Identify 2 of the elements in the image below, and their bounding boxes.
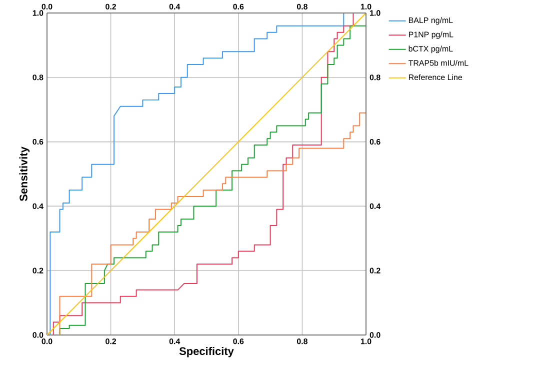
x-axis-title: Specificity (179, 347, 234, 358)
y-axis-title: Sensitivity (19, 146, 30, 202)
